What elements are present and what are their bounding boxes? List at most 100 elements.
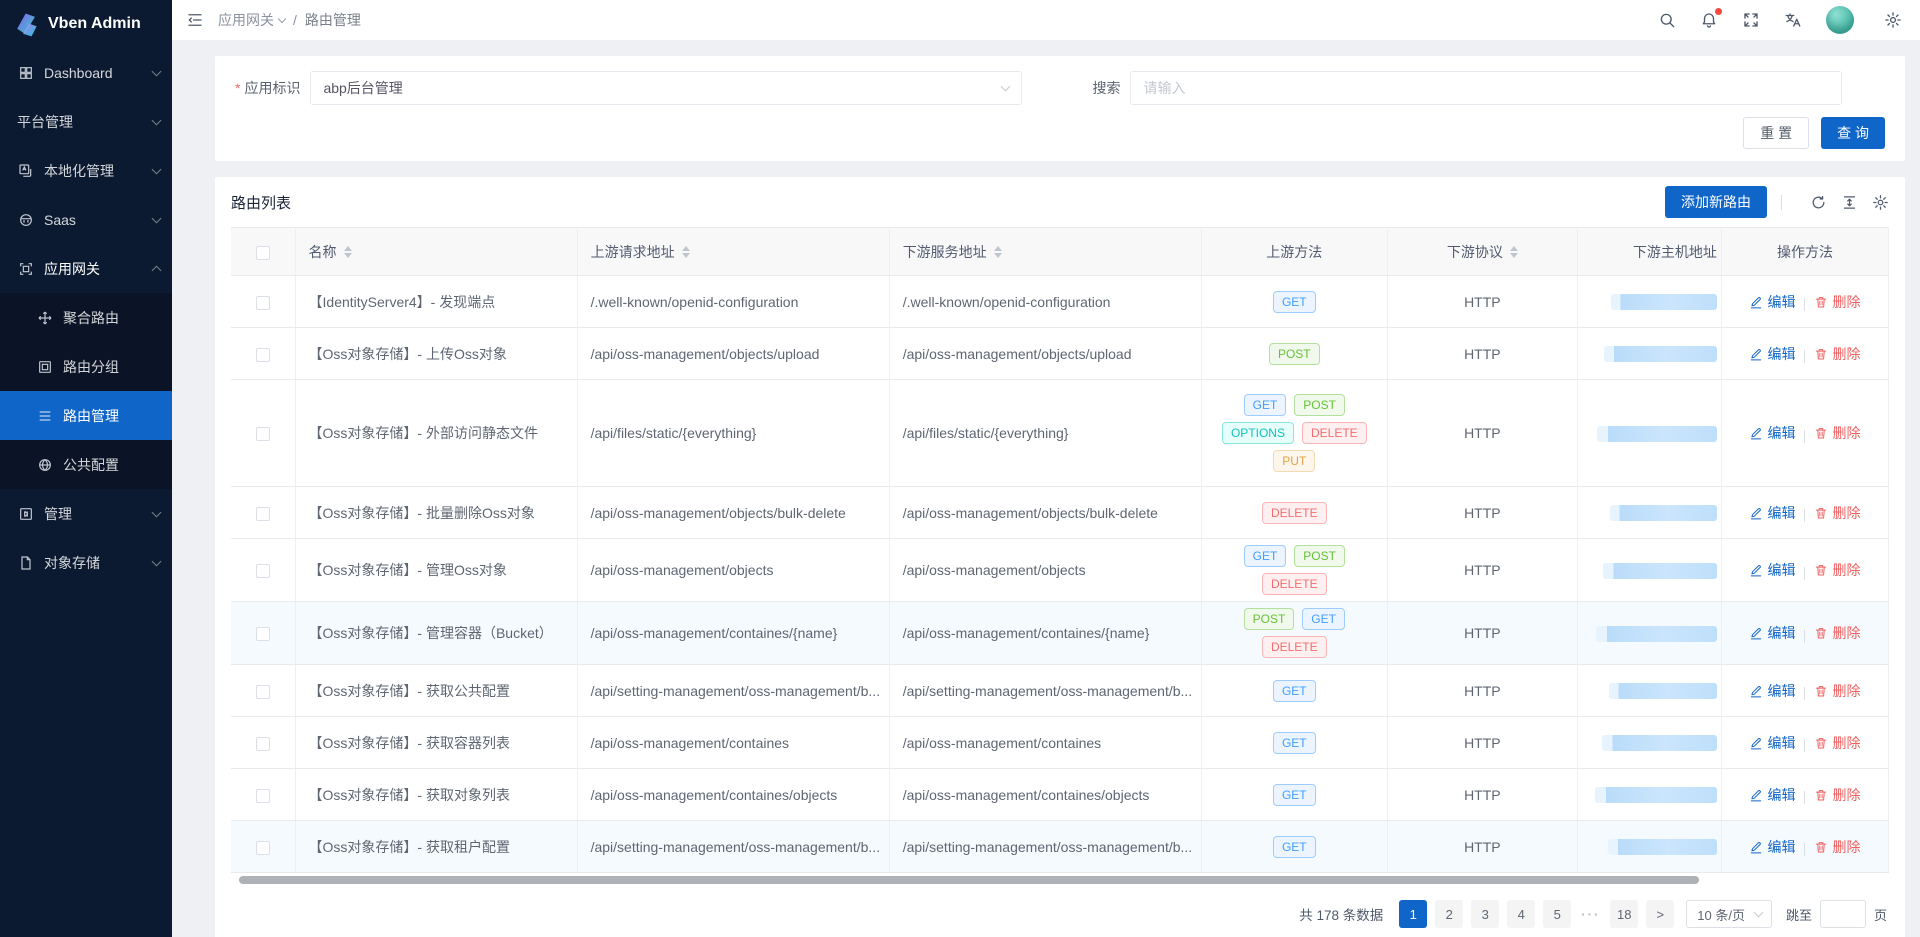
page-button-5[interactable]: 5: [1543, 900, 1572, 928]
page-button-18[interactable]: 18: [1610, 900, 1639, 928]
sidebar-item-aggregate-route[interactable]: 聚合路由: [0, 293, 172, 342]
downstream-path: /.well-known/openid-configuration: [902, 293, 1111, 310]
add-route-button[interactable]: 添加新路由: [1665, 186, 1767, 218]
row-height-icon[interactable]: [1841, 194, 1858, 211]
select-all-checkbox[interactable]: [255, 245, 270, 260]
fullscreen-icon[interactable]: [1742, 11, 1760, 29]
row-checkbox[interactable]: [255, 788, 270, 803]
translate-icon[interactable]: [1784, 11, 1802, 29]
action-divider: [1804, 429, 1806, 443]
edit-button[interactable]: 编辑: [1749, 292, 1795, 312]
delete-button[interactable]: 删除: [1814, 503, 1860, 523]
delete-button[interactable]: 删除: [1814, 560, 1860, 580]
upstream-path: /api/oss-management/objects/bulk-delete: [590, 504, 846, 521]
route-name: 【IdentityServer4】- 发现端点: [308, 293, 496, 310]
sort-icon[interactable]: [343, 242, 352, 262]
column-header-protocol[interactable]: 下游协议: [1387, 227, 1578, 276]
delete-button[interactable]: 删除: [1814, 785, 1860, 805]
avatar[interactable]: [1826, 6, 1854, 34]
delete-button[interactable]: 删除: [1814, 681, 1860, 701]
gateway-submenu: 聚合路由 路由分组 路由管理 公共配置: [0, 293, 172, 489]
upstream-path: /api/setting-management/oss-management/b…: [590, 682, 881, 699]
column-header-up[interactable]: 上游请求地址: [577, 227, 890, 276]
row-checkbox[interactable]: [255, 627, 270, 642]
sidebar-item-manage[interactable]: 管理: [0, 489, 172, 538]
sidebar-menu: Dashboard 平台管理 本地化管理 Saas 应用网关: [0, 48, 172, 937]
sidebar-item-object-storage[interactable]: 对象存储: [0, 538, 172, 587]
method-badge-get: GET: [1272, 835, 1316, 858]
page-button-4[interactable]: 4: [1507, 900, 1536, 928]
sidebar-item-gateway[interactable]: 应用网关: [0, 244, 172, 293]
edit-button[interactable]: 编辑: [1749, 623, 1795, 643]
sidebar-item-dashboard[interactable]: Dashboard: [0, 48, 172, 97]
downstream-path: /api/oss-management/containes/{name}: [902, 625, 1150, 641]
table-row: 【IdentityServer4】- 发现端点 /.well-known/open…: [231, 275, 1890, 328]
host-address-redacted: [1609, 505, 1717, 522]
page-button-2[interactable]: 2: [1435, 900, 1464, 928]
column-header-down[interactable]: 下游服务地址: [889, 227, 1202, 276]
reset-button[interactable]: 重 置: [1743, 117, 1810, 149]
sidebar-item-route-manage[interactable]: 路由管理: [0, 391, 172, 440]
delete-button[interactable]: 删除: [1814, 733, 1860, 753]
settings-gear-icon[interactable]: [1884, 11, 1902, 29]
method-badges: DELETE: [1202, 496, 1387, 530]
sort-icon[interactable]: [681, 242, 690, 262]
row-checkbox[interactable]: [255, 347, 270, 362]
row-checkbox[interactable]: [255, 295, 270, 310]
page-button-1[interactable]: 1: [1399, 900, 1428, 928]
column-settings-gear-icon[interactable]: [1872, 194, 1889, 211]
route-name: 【Oss对象存储】- 获取公共配置: [308, 682, 510, 699]
delete-button[interactable]: 删除: [1814, 837, 1860, 857]
refresh-icon[interactable]: [1810, 194, 1827, 211]
method-badges: GET: [1202, 778, 1387, 812]
edit-button[interactable]: 编辑: [1749, 423, 1795, 443]
edit-button[interactable]: 编辑: [1749, 733, 1795, 753]
table-row: 【Oss对象存储】- 外部访问静态文件/api/files/static/{ev…: [231, 379, 1890, 487]
breadcrumb-parent[interactable]: 应用网关: [218, 10, 287, 30]
host-address-redacted: [1595, 625, 1717, 642]
edit-button[interactable]: 编辑: [1749, 837, 1795, 857]
menu-fold-icon[interactable]: [186, 11, 204, 29]
sidebar-item-localization[interactable]: 本地化管理: [0, 146, 172, 195]
table-row: 【Oss对象存储】- 管理Oss对象/api/oss-management/ob…: [231, 538, 1890, 602]
sidebar-item-saas[interactable]: Saas: [0, 195, 172, 244]
app-key-select[interactable]: abp后台管理: [310, 71, 1023, 105]
edit-button[interactable]: 编辑: [1749, 560, 1795, 580]
protocol-value: HTTP: [1464, 625, 1501, 641]
upstream-path: /api/oss-management/containes/{name}: [590, 625, 838, 641]
scrollbar-thumb[interactable]: [239, 876, 1699, 884]
delete-button[interactable]: 删除: [1814, 623, 1860, 643]
sort-icon[interactable]: [993, 242, 1002, 262]
sidebar-item-platform[interactable]: 平台管理: [0, 97, 172, 146]
sidebar-item-public-config[interactable]: 公共配置: [0, 440, 172, 489]
delete-button[interactable]: 删除: [1814, 344, 1860, 364]
sort-icon[interactable]: [1509, 242, 1518, 262]
row-checkbox[interactable]: [255, 427, 270, 442]
route-name: 【Oss对象存储】- 获取租户配置: [308, 838, 510, 855]
search-input[interactable]: [1130, 71, 1843, 105]
sidebar-item-route-group[interactable]: 路由分组: [0, 342, 172, 391]
row-checkbox[interactable]: [255, 506, 270, 521]
method-badges: POST: [1202, 337, 1387, 371]
edit-button[interactable]: 编辑: [1749, 681, 1795, 701]
action-divider: [1804, 843, 1806, 857]
app-logo[interactable]: Vben Admin: [0, 0, 172, 48]
page-button-3[interactable]: 3: [1471, 900, 1500, 928]
delete-button[interactable]: 删除: [1814, 423, 1860, 443]
query-button[interactable]: 查 询: [1821, 117, 1885, 149]
edit-button[interactable]: 编辑: [1749, 503, 1795, 523]
search-icon[interactable]: [1658, 11, 1676, 29]
delete-button[interactable]: 删除: [1814, 292, 1860, 312]
edit-button[interactable]: 编辑: [1749, 344, 1795, 364]
row-checkbox[interactable]: [255, 840, 270, 855]
notification-bell-icon[interactable]: [1700, 8, 1722, 29]
chevron-down-icon: [277, 14, 287, 23]
column-header-name[interactable]: 名称: [295, 227, 578, 276]
edit-button[interactable]: 编辑: [1749, 785, 1795, 805]
row-checkbox[interactable]: [255, 736, 270, 751]
row-checkbox[interactable]: [255, 684, 270, 699]
page-size-select[interactable]: 10 条/页: [1686, 900, 1772, 928]
next-page-button[interactable]: >: [1646, 900, 1675, 928]
jump-page-input[interactable]: [1819, 900, 1866, 928]
row-checkbox[interactable]: [255, 564, 270, 579]
